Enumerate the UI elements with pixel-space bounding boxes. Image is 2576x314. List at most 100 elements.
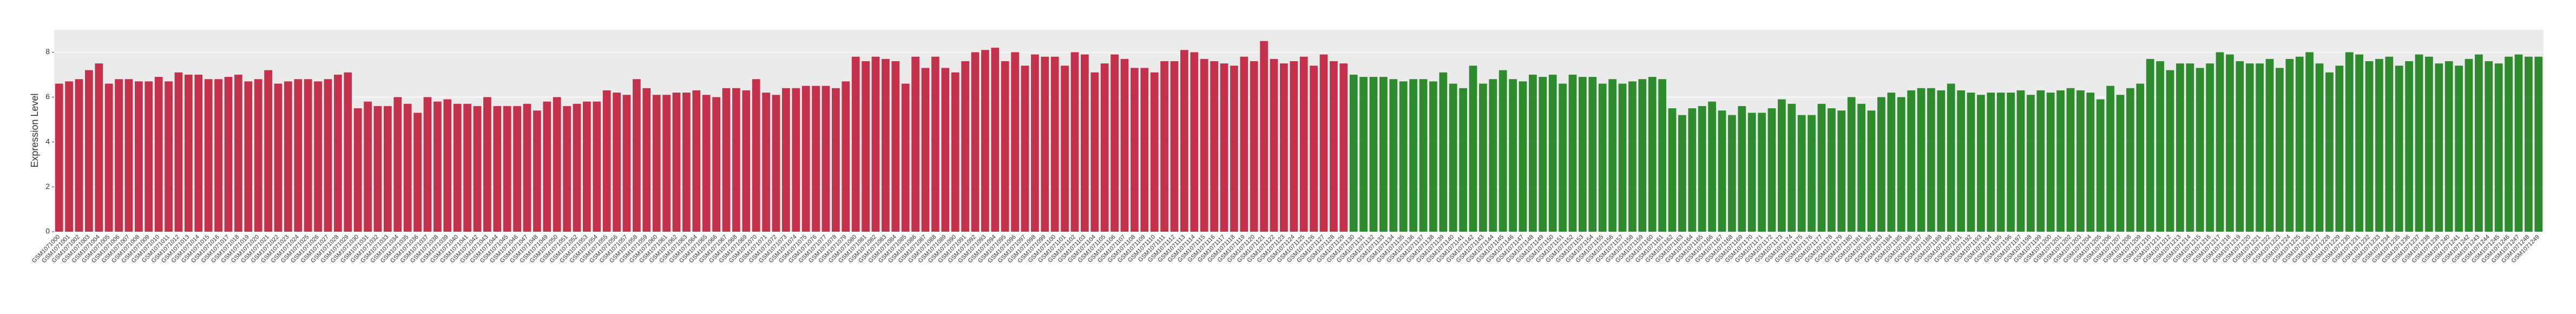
bar — [2146, 58, 2154, 232]
bar — [1280, 63, 1288, 232]
bar — [1987, 93, 1995, 232]
bar — [2335, 66, 2344, 232]
bar — [1837, 110, 1846, 232]
bar — [1877, 97, 1885, 232]
bar — [344, 72, 352, 232]
bar — [2166, 70, 2174, 232]
bar — [413, 113, 422, 232]
bar — [1001, 61, 1009, 232]
bar — [951, 72, 960, 232]
bar — [185, 74, 193, 232]
bar — [1479, 83, 1487, 232]
bar — [1828, 108, 1836, 232]
bar — [493, 106, 502, 232]
bar — [353, 108, 362, 232]
bar — [204, 79, 213, 232]
bar — [2415, 54, 2423, 232]
bar — [1658, 79, 1666, 232]
bar — [1031, 54, 1039, 232]
bar — [583, 101, 591, 232]
bar — [1568, 74, 1577, 232]
bar — [981, 50, 989, 232]
bar — [1579, 77, 1587, 232]
bar — [1131, 68, 1139, 232]
bar — [712, 97, 720, 232]
bar — [1061, 66, 1069, 232]
bar — [921, 68, 930, 232]
bar — [1529, 74, 1537, 232]
bar — [1210, 61, 1218, 232]
bar — [792, 88, 800, 232]
bar — [234, 74, 242, 232]
bar — [2285, 58, 2294, 232]
bar — [2276, 68, 2284, 232]
bar — [1021, 66, 1029, 232]
bar — [1708, 101, 1716, 232]
bar — [224, 77, 233, 232]
bar — [443, 99, 452, 232]
bar — [2485, 61, 2493, 232]
bar — [453, 103, 462, 232]
bar — [1230, 66, 1238, 232]
bar — [702, 95, 711, 232]
bar — [832, 88, 840, 232]
bar — [1419, 79, 1428, 232]
bar — [1996, 93, 2005, 232]
bar — [1648, 77, 1657, 232]
bar — [1927, 88, 1935, 232]
bar — [1797, 115, 1806, 232]
bar — [334, 74, 342, 232]
bar — [1330, 61, 1338, 232]
bar — [1449, 83, 1457, 232]
bar — [1747, 113, 1756, 232]
bar — [1379, 77, 1388, 232]
bar — [1957, 90, 1965, 232]
bar — [274, 83, 282, 232]
bar — [961, 61, 969, 232]
bar — [423, 97, 432, 232]
bar — [2036, 90, 2045, 232]
bar — [662, 95, 671, 232]
bar — [1489, 79, 1497, 232]
bar — [1409, 79, 1417, 232]
bar — [2236, 61, 2244, 232]
bar — [135, 81, 143, 232]
bar — [2355, 54, 2363, 232]
bar — [1429, 81, 1437, 232]
bar — [1359, 77, 1368, 232]
bar — [75, 79, 83, 232]
bar — [144, 81, 153, 232]
bar — [1310, 66, 1318, 232]
bar — [1041, 56, 1049, 232]
bar — [842, 81, 850, 232]
bar — [1907, 90, 1915, 232]
bar — [1081, 54, 1089, 232]
bar — [2027, 95, 2035, 232]
bar — [483, 97, 491, 232]
bar — [2295, 56, 2304, 232]
bar — [1817, 103, 1826, 232]
bar — [2455, 66, 2463, 232]
bar — [1638, 79, 1647, 232]
bar — [373, 106, 382, 232]
bar — [1808, 115, 1816, 232]
bar — [1120, 58, 1129, 232]
bar — [911, 56, 919, 232]
bar — [2256, 63, 2264, 232]
bar — [244, 81, 253, 232]
bar — [463, 103, 471, 232]
bar — [2216, 52, 2224, 232]
bar — [473, 106, 482, 232]
bar — [294, 79, 303, 232]
bar — [2315, 63, 2324, 232]
bar — [2385, 56, 2394, 232]
bar — [384, 106, 392, 232]
bar — [65, 81, 73, 232]
bar — [1399, 81, 1408, 232]
bar — [1608, 79, 1616, 232]
bar — [2156, 61, 2164, 232]
bar — [2096, 99, 2105, 232]
y-tick-label: 6 — [45, 92, 50, 101]
bar — [2325, 72, 2334, 232]
